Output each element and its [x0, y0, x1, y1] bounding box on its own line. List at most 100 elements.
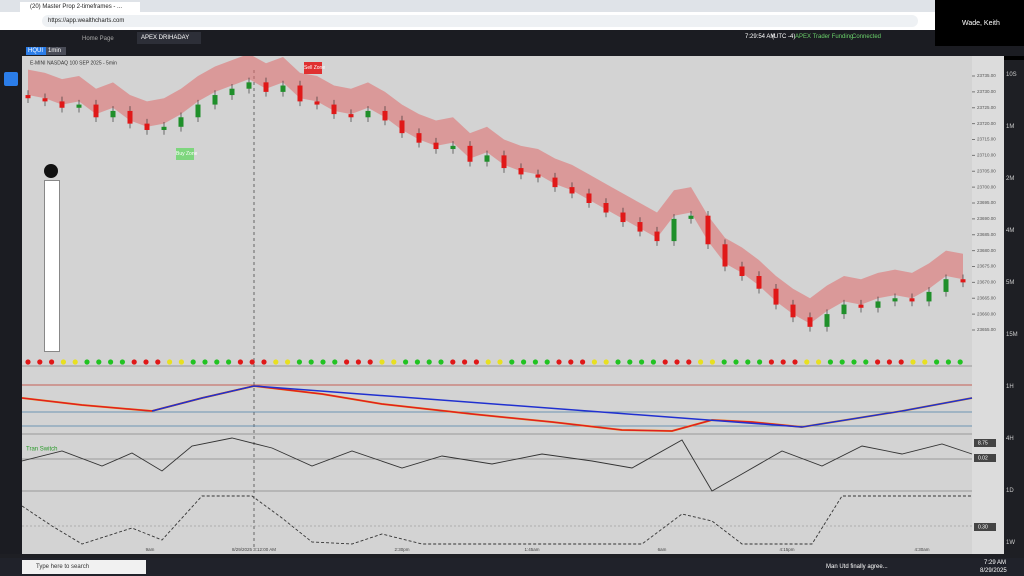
value-tag — [974, 454, 996, 462]
signal-dot — [214, 359, 220, 365]
time-label: 8/29/2025 3:12:00 AM — [232, 547, 276, 552]
timeframe-button[interactable]: 4M — [1006, 228, 1015, 234]
signal-dot — [556, 359, 562, 365]
candle — [93, 104, 99, 118]
signal-dot — [450, 359, 456, 365]
chart-background — [22, 56, 1004, 554]
candle — [314, 101, 320, 105]
signal-dot — [898, 359, 904, 365]
price-tick-label: 23710.00 — [977, 153, 996, 158]
notification[interactable]: Man Utd finally agree... — [826, 564, 888, 570]
chart-legend: E-MINI NASDAQ 100 SEP 2025 - 5min — [30, 60, 117, 66]
candle — [161, 126, 167, 130]
signal-dot — [473, 359, 479, 365]
symbol-tab[interactable]: HQUI — [26, 47, 48, 55]
signal-dot — [143, 359, 149, 365]
candle — [586, 193, 592, 203]
timeframe-button[interactable]: 1M — [1006, 124, 1015, 130]
signal-dot — [285, 359, 291, 365]
signal-dot — [792, 359, 798, 365]
price-tick-label: 23705.00 — [977, 168, 996, 173]
taskbar-date: 8/29/2025 — [980, 568, 1007, 574]
timeframe-button[interactable]: 15M — [1006, 332, 1018, 338]
indicator-line — [22, 495, 972, 545]
signal-dot — [25, 359, 31, 365]
signal-dot — [886, 359, 893, 365]
candle — [841, 304, 847, 315]
signal-dot — [532, 359, 538, 365]
candle — [229, 88, 235, 96]
candle — [59, 101, 65, 108]
signal-dot — [438, 359, 444, 365]
signal-dot — [910, 359, 916, 365]
candle — [722, 244, 728, 267]
signal-dot — [816, 359, 822, 365]
price-tick-label: 23665.00 — [977, 295, 996, 300]
sell-zone: Sell Zone — [304, 62, 325, 74]
chart-tabbar — [22, 46, 1024, 56]
signal-dot — [839, 359, 845, 365]
price-tick-label: 23660.00 — [977, 311, 996, 316]
candle — [790, 304, 796, 318]
signal-dot — [650, 359, 657, 365]
signal-dot — [462, 359, 468, 365]
timeframe-button[interactable]: 1D — [1006, 488, 1014, 494]
price-tick-label: 23700.00 — [977, 184, 996, 189]
price-tick-label: 23690.00 — [977, 216, 996, 221]
taskbar-time: 7:29 AM — [984, 560, 1007, 566]
timezone: (UTC -4) — [772, 34, 796, 40]
candle — [705, 215, 711, 245]
account[interactable]: APEX Trader Funding — [795, 34, 854, 40]
signal-dot — [320, 359, 326, 365]
signal-dot — [521, 359, 527, 365]
timeframe-button[interactable]: 5M — [1006, 280, 1015, 286]
indicator-label: Tran Switch — [26, 447, 57, 453]
candle — [858, 304, 864, 308]
signal-dot — [249, 359, 255, 365]
drawing-tools[interactable] — [44, 180, 60, 352]
signal-dot — [96, 359, 102, 365]
signal-dot — [509, 359, 515, 365]
app-tab[interactable]: Home Page — [82, 36, 114, 42]
candle — [603, 203, 609, 213]
signal-dot — [639, 359, 645, 365]
signal-dot — [332, 359, 338, 365]
time-label: 4:15pm — [779, 547, 794, 552]
browser-tab[interactable]: (20) Master Prop 2-timeframes - ... — [20, 2, 140, 12]
time-label: 2:30pm — [394, 547, 409, 552]
candle — [739, 266, 745, 277]
timeframe-button[interactable]: 2M — [1006, 176, 1015, 182]
search-box[interactable]: Type here to search — [22, 560, 146, 574]
signal-dot — [497, 359, 503, 365]
signal-dot — [167, 359, 173, 365]
timeframe-button[interactable]: 1H — [1006, 384, 1014, 390]
candle — [892, 298, 898, 302]
price-tick-label: 23730.00 — [977, 89, 996, 94]
signal-dot — [131, 359, 137, 365]
timeframe-button[interactable]: 1W — [1006, 540, 1015, 546]
signal-dot — [108, 359, 114, 365]
cloud — [28, 56, 963, 324]
interval-tab[interactable]: 1min — [46, 47, 66, 55]
candle — [280, 85, 286, 92]
chart-area: E-MINI NASDAQ 100 SEP 2025 - 5min Tran S… — [22, 56, 1004, 554]
candle — [433, 142, 439, 150]
timeframe-button[interactable]: 10S — [1006, 72, 1017, 78]
value-tag — [974, 439, 996, 447]
candle — [212, 95, 218, 105]
app-toolbar — [0, 30, 935, 46]
signal-dot — [945, 359, 952, 365]
tool-toggle[interactable] — [44, 164, 58, 178]
signal-dot — [615, 359, 621, 365]
candle — [331, 104, 337, 115]
url-bar[interactable]: https://app.wealthcharts.com — [42, 15, 918, 27]
add-button[interactable] — [4, 72, 18, 86]
signal-dot — [875, 359, 881, 365]
left-sidebar — [0, 46, 22, 554]
indicator-line — [22, 437, 973, 492]
candle — [637, 222, 643, 232]
app-tab[interactable]: APEX DRIHADAY — [137, 32, 201, 44]
timeframe-button[interactable]: 4H — [1006, 436, 1014, 442]
signal-dot — [379, 359, 385, 365]
